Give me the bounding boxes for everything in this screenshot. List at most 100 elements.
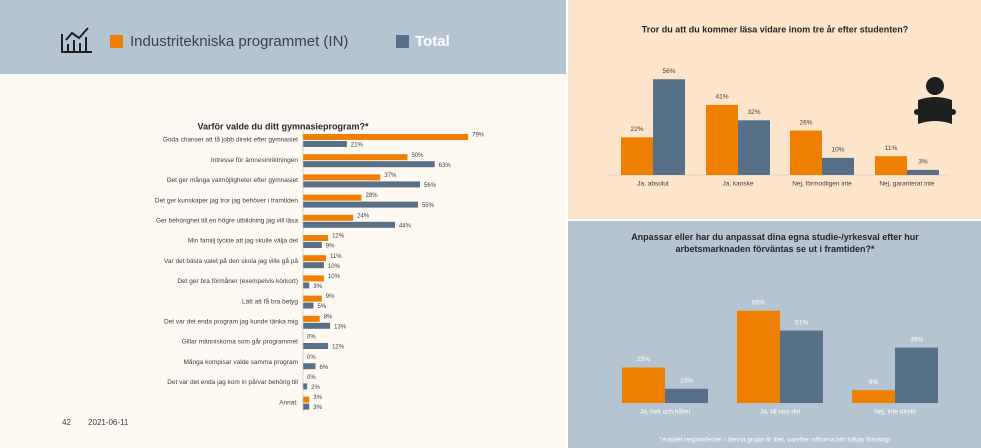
bar [303, 174, 381, 181]
value-label: 25% [637, 356, 650, 363]
category-label: Goda chanser att få jobb direkt efter gy… [163, 136, 298, 144]
bar [653, 79, 685, 175]
bar [303, 181, 421, 188]
bar [303, 403, 310, 410]
bar [303, 343, 329, 349]
value-label: 63% [439, 163, 452, 169]
bar [303, 396, 310, 403]
bar [303, 161, 435, 168]
bar [303, 194, 362, 201]
category-label: Lätt att få bra betyg [242, 297, 298, 305]
header-band [0, 0, 566, 74]
value-label: 9% [869, 379, 879, 386]
value-label: 39% [910, 336, 923, 343]
legend-label: Total [415, 33, 450, 50]
value-label: 6% [320, 365, 329, 371]
value-label: 3% [918, 159, 928, 166]
value-label: 10% [680, 378, 693, 385]
bar [875, 156, 907, 175]
category-label: Ja, absolut [637, 181, 669, 188]
category-label: Annat: [279, 399, 298, 406]
value-label: 3% [313, 284, 322, 290]
bar [303, 221, 395, 228]
bar [706, 104, 738, 175]
value-label: 8% [324, 314, 333, 320]
bar [738, 120, 770, 175]
value-label: 11% [885, 145, 898, 152]
page-number: 42 [62, 418, 71, 427]
value-label: 24% [357, 213, 370, 219]
reader-icon [914, 77, 956, 124]
value-label: 51% [795, 319, 808, 326]
value-label: 37% [384, 173, 397, 179]
value-label: 2% [311, 385, 320, 391]
value-label: 5% [317, 304, 326, 310]
value-label: 0% [307, 335, 316, 341]
bar [303, 255, 326, 262]
value-label: 12% [332, 234, 345, 240]
bar [303, 141, 347, 147]
bar [303, 214, 354, 221]
legend-swatch [110, 35, 123, 48]
bar [303, 322, 331, 329]
bar [303, 242, 322, 248]
category-label: Ger behörighet till en högre utbildning … [156, 218, 298, 225]
value-label: 32% [747, 109, 760, 116]
category-label: Min familj tyckte att jag skulle välja d… [188, 238, 298, 245]
bar [303, 282, 310, 289]
bar [303, 201, 418, 208]
value-label: 56% [424, 183, 437, 189]
value-label: 65% [752, 299, 765, 306]
value-label: 55% [422, 203, 435, 209]
category-label: Var det bästa valet på den skola jag vil… [164, 257, 298, 265]
value-label: 79% [472, 133, 485, 139]
chart-title: Anpassar eller har du anpassat dina egna… [631, 232, 919, 254]
bar [895, 347, 938, 403]
bar [303, 295, 322, 302]
footnote: *Antalet respondenter i denna grupp är l… [660, 437, 891, 444]
category-label: Ja, helt och hållet [640, 408, 691, 416]
bar [303, 275, 324, 282]
category-label: Ja, kanske [722, 181, 753, 188]
value-label: 12% [332, 345, 345, 351]
bar [621, 137, 653, 175]
left-panel [0, 0, 566, 448]
bar [303, 235, 329, 241]
bar [303, 302, 314, 309]
category-label: Ja, till viss del [760, 409, 801, 416]
category-label: Det ger kunskaper jag tror jag behöver i… [155, 197, 298, 204]
value-label: 10% [328, 274, 341, 280]
bar [303, 363, 316, 370]
bar [780, 330, 823, 403]
chart-icon [61, 27, 92, 53]
category-label: Nej, förmodligen inte [792, 181, 852, 188]
date: 2021-06-11 [88, 418, 129, 427]
category-label: Många kompisar valde samma program [183, 358, 298, 366]
bar [303, 154, 408, 161]
category-label: Det ger många valmöjligheter efter gymna… [167, 176, 298, 184]
value-label: 44% [399, 223, 412, 229]
category-label: Det var det enda program jag kunde tänka… [164, 319, 298, 326]
value-label: 3% [313, 395, 322, 401]
category-label: Det var det enda jag kom in på/var behör… [167, 378, 298, 386]
bar [303, 262, 324, 269]
chart-title: Varför valde du ditt gymnasieprogram?* [197, 121, 369, 131]
value-label: 10% [328, 264, 341, 270]
bar [303, 315, 320, 322]
bar [852, 390, 895, 403]
value-label: 41% [715, 94, 728, 101]
value-label: 0% [307, 355, 316, 361]
value-label: 26% [799, 119, 812, 126]
value-label: 56% [662, 68, 675, 75]
bar [737, 310, 780, 403]
value-label: 10% [831, 147, 844, 154]
category-label: Det ger bra förmåner (exempelvis körkort… [177, 277, 298, 285]
value-label: 50% [412, 153, 425, 159]
legend-label: Industritekniska programmet (IN) [130, 33, 348, 50]
legend-swatch [396, 35, 409, 48]
value-label: 9% [326, 294, 335, 300]
bar [303, 134, 469, 140]
bar [303, 383, 308, 390]
bar [790, 130, 822, 175]
